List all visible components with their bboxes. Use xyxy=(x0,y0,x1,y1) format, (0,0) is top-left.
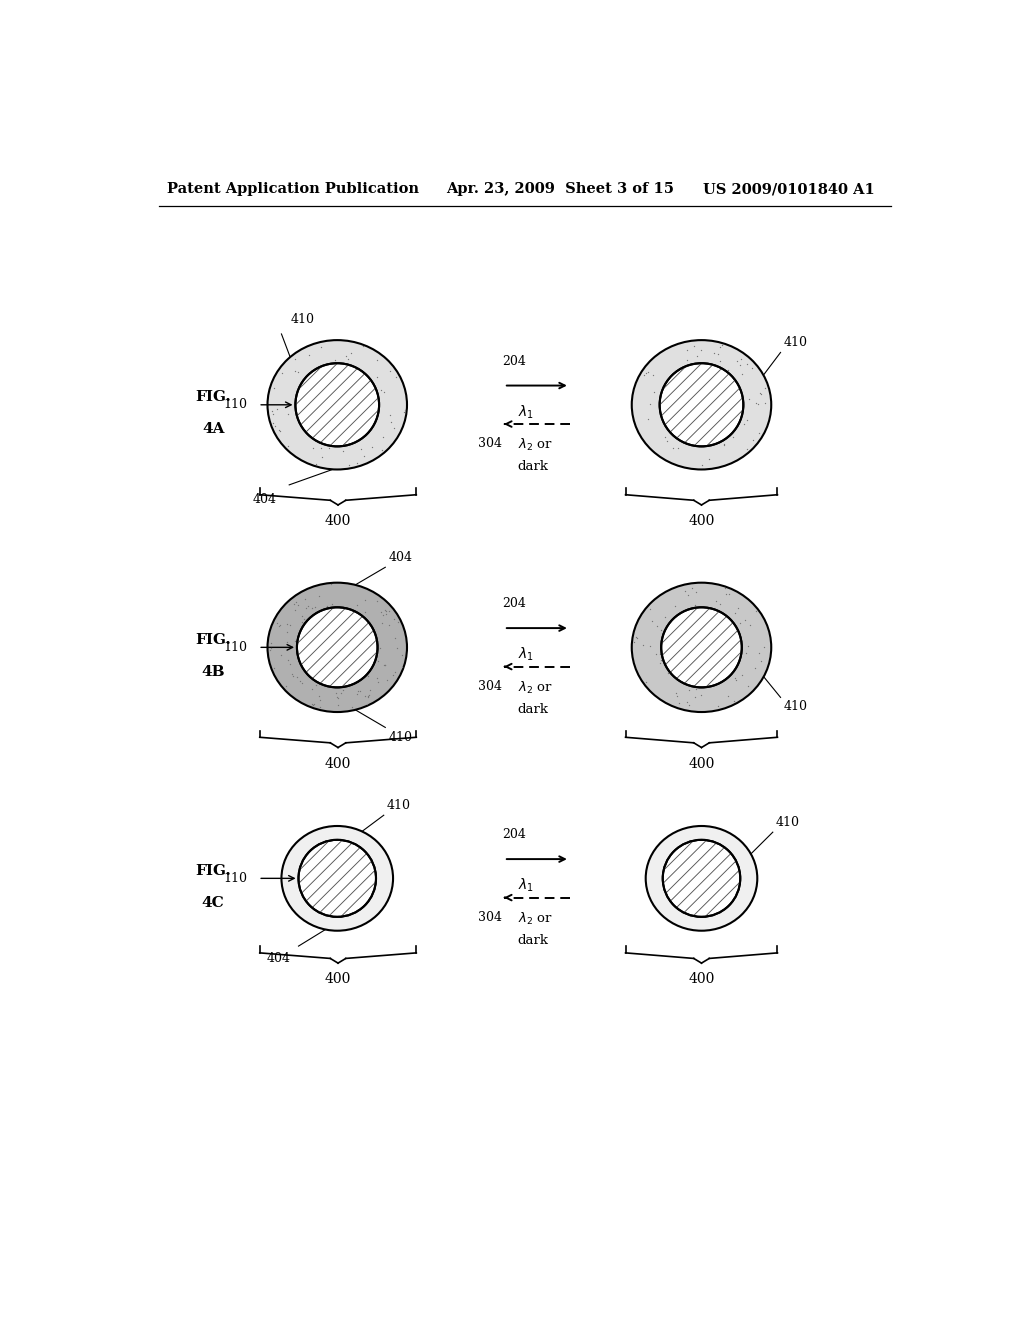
Text: 404: 404 xyxy=(266,952,291,965)
Text: 410: 410 xyxy=(776,816,800,829)
Ellipse shape xyxy=(646,826,758,931)
Text: 400: 400 xyxy=(325,515,351,528)
Text: Apr. 23, 2009  Sheet 3 of 15: Apr. 23, 2009 Sheet 3 of 15 xyxy=(445,182,674,197)
Ellipse shape xyxy=(297,607,378,688)
Text: $\lambda_2$ or: $\lambda_2$ or xyxy=(518,680,553,696)
Text: 400: 400 xyxy=(688,515,715,528)
Text: dark: dark xyxy=(518,702,549,715)
Text: 4C: 4C xyxy=(202,896,224,909)
Text: $\lambda_1$: $\lambda_1$ xyxy=(518,876,534,894)
Ellipse shape xyxy=(295,363,379,446)
Text: 304: 304 xyxy=(478,437,503,450)
Text: 4B: 4B xyxy=(202,665,225,678)
Text: 4A: 4A xyxy=(202,422,224,437)
Text: 404: 404 xyxy=(388,552,413,564)
Ellipse shape xyxy=(299,840,376,917)
Text: US 2009/0101840 A1: US 2009/0101840 A1 xyxy=(703,182,874,197)
Text: 304: 304 xyxy=(478,680,503,693)
Ellipse shape xyxy=(267,341,407,470)
Text: 400: 400 xyxy=(325,973,351,986)
Text: $\lambda_2$ or: $\lambda_2$ or xyxy=(518,911,553,927)
Text: 204: 204 xyxy=(503,355,526,368)
Text: 204: 204 xyxy=(503,598,526,610)
Text: 400: 400 xyxy=(688,756,715,771)
Text: FIG.: FIG. xyxy=(196,632,231,647)
Text: 410: 410 xyxy=(388,730,413,743)
Text: 400: 400 xyxy=(688,973,715,986)
Ellipse shape xyxy=(282,826,393,931)
Text: 410: 410 xyxy=(387,799,411,812)
Text: 410: 410 xyxy=(291,313,314,326)
Text: FIG.: FIG. xyxy=(196,863,231,878)
Text: 110: 110 xyxy=(223,871,248,884)
Ellipse shape xyxy=(663,840,740,917)
Ellipse shape xyxy=(267,582,407,711)
Text: dark: dark xyxy=(518,461,549,474)
Ellipse shape xyxy=(662,607,741,688)
Text: 110: 110 xyxy=(223,399,248,412)
Ellipse shape xyxy=(632,341,771,470)
Text: $\lambda_2$ or: $\lambda_2$ or xyxy=(518,437,553,453)
Ellipse shape xyxy=(632,582,771,711)
Text: 204: 204 xyxy=(503,829,526,841)
Text: 410: 410 xyxy=(783,337,808,350)
Text: dark: dark xyxy=(518,933,549,946)
Text: 404: 404 xyxy=(253,492,276,506)
Ellipse shape xyxy=(659,363,743,446)
Text: FIG.: FIG. xyxy=(196,391,231,404)
Text: 304: 304 xyxy=(478,911,503,924)
Text: $\lambda_1$: $\lambda_1$ xyxy=(518,404,534,421)
Text: 110: 110 xyxy=(223,640,248,653)
Text: Patent Application Publication: Patent Application Publication xyxy=(167,182,419,197)
Text: 400: 400 xyxy=(325,756,351,771)
Text: 410: 410 xyxy=(783,700,808,713)
Text: $\lambda_1$: $\lambda_1$ xyxy=(518,645,534,663)
